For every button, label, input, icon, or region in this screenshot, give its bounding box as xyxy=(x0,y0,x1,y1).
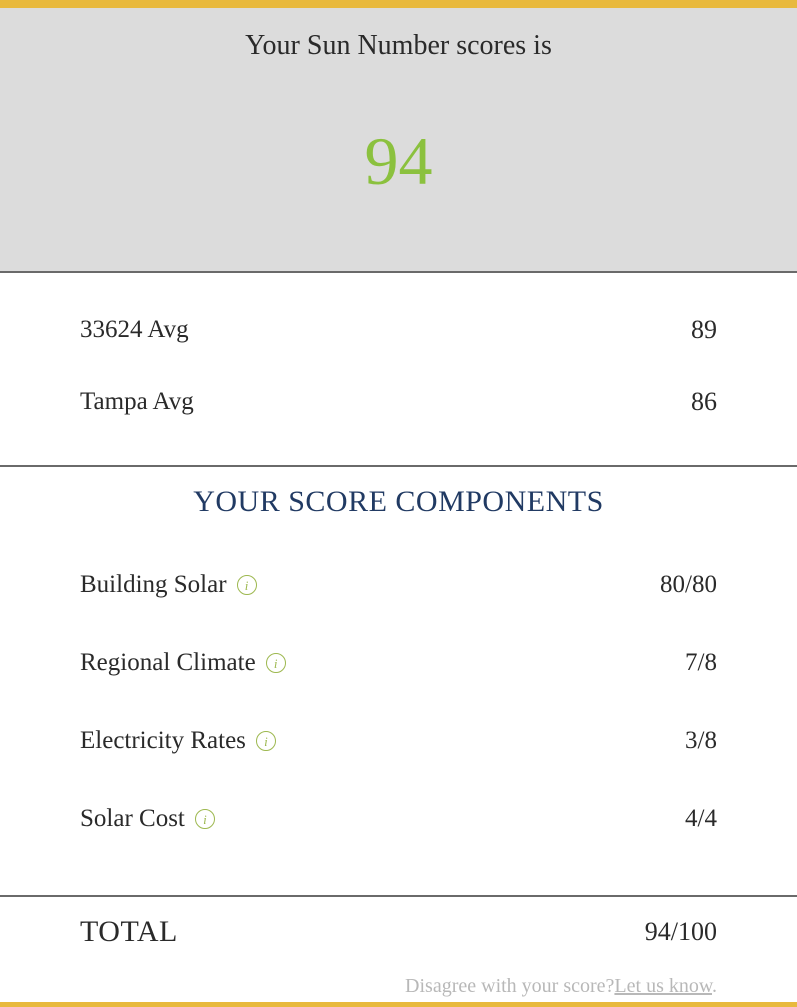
info-icon[interactable]: i xyxy=(195,809,215,829)
info-icon[interactable]: i xyxy=(256,731,276,751)
components-title: YOUR SCORE COMPONENTS xyxy=(80,485,717,519)
total-value: 94/100 xyxy=(645,917,717,947)
component-value: 3/8 xyxy=(685,727,717,755)
disagree-text: Disagree with your score? xyxy=(405,975,614,997)
component-label: Building Solar xyxy=(80,571,227,599)
components-section: YOUR SCORE COMPONENTS Building Solar i 8… xyxy=(0,467,797,895)
info-icon[interactable]: i xyxy=(237,575,257,595)
component-label-wrap: Electricity Rates i xyxy=(80,727,276,755)
component-label: Solar Cost xyxy=(80,805,185,833)
period: . xyxy=(712,975,717,997)
average-label: Tampa Avg xyxy=(80,388,194,416)
hero-title: Your Sun Number scores is xyxy=(0,30,797,62)
component-label-wrap: Regional Climate i xyxy=(80,649,286,677)
total-row: TOTAL 94/100 xyxy=(80,915,717,949)
average-row: 33624 Avg 89 xyxy=(80,301,717,359)
component-label: Regional Climate xyxy=(80,649,256,677)
total-section: TOTAL 94/100 xyxy=(0,897,797,957)
info-icon[interactable]: i xyxy=(266,653,286,673)
bottom-accent-bar xyxy=(0,1002,797,1007)
let-us-know-link[interactable]: Let us know xyxy=(614,975,712,997)
total-label: TOTAL xyxy=(80,915,178,949)
component-row: Regional Climate i 7/8 xyxy=(80,637,717,689)
component-value: 80/80 xyxy=(660,571,717,599)
component-label-wrap: Building Solar i xyxy=(80,571,257,599)
component-value: 7/8 xyxy=(685,649,717,677)
average-value: 86 xyxy=(691,387,717,417)
component-label-wrap: Solar Cost i xyxy=(80,805,215,833)
component-row: Electricity Rates i 3/8 xyxy=(80,715,717,767)
component-label: Electricity Rates xyxy=(80,727,246,755)
component-value: 4/4 xyxy=(685,805,717,833)
top-accent-bar xyxy=(0,0,797,8)
component-row: Building Solar i 80/80 xyxy=(80,559,717,611)
average-row: Tampa Avg 86 xyxy=(80,373,717,431)
averages-section: 33624 Avg 89 Tampa Avg 86 xyxy=(0,273,797,465)
average-value: 89 xyxy=(691,315,717,345)
component-row: Solar Cost i 4/4 xyxy=(80,793,717,845)
sun-number-score: 94 xyxy=(0,122,797,201)
hero-section: Your Sun Number scores is 94 xyxy=(0,8,797,271)
average-label: 33624 Avg xyxy=(80,316,189,344)
disagree-line: Disagree with your score?Let us know. xyxy=(0,957,797,1002)
